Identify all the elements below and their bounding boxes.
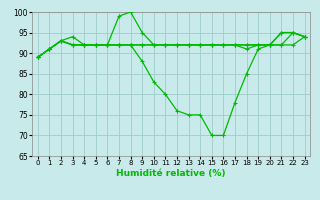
X-axis label: Humidité relative (%): Humidité relative (%) [116,169,226,178]
